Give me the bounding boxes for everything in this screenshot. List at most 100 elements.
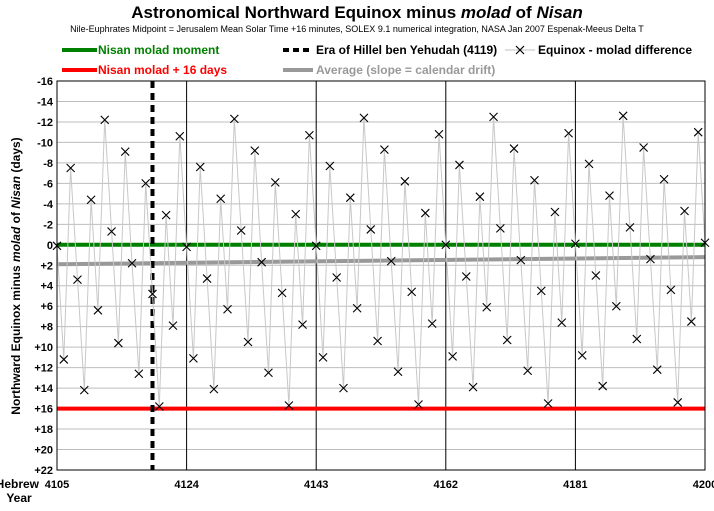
data-point-x-marker	[414, 400, 423, 409]
data-point-x-marker	[73, 275, 82, 284]
data-point-x-marker	[543, 399, 553, 408]
y-tick-label: +4	[40, 281, 53, 293]
data-point-x-marker	[223, 304, 232, 314]
data-point-x-marker	[625, 222, 635, 232]
data-point-x-marker	[591, 271, 601, 280]
legend-label-difference: Equinox - molad difference	[538, 43, 692, 57]
data-point-x-marker	[277, 288, 287, 298]
data-point-x-marker	[495, 224, 505, 233]
y-tick-label: +18	[34, 424, 53, 436]
data-point-x-marker	[120, 147, 130, 157]
data-point-x-marker	[400, 176, 410, 186]
plot-area-frame	[56, 80, 706, 471]
y-tick-label: +14	[34, 383, 54, 395]
data-point-x-marker	[100, 115, 110, 125]
data-point-x-marker	[598, 381, 608, 391]
y-tick-label: +20	[34, 445, 53, 457]
data-point-x-marker	[154, 402, 164, 411]
data-point-x-marker	[530, 175, 539, 185]
y-tick-label: +16	[34, 404, 53, 416]
data-point-x-marker	[455, 160, 464, 170]
data-point-x-marker	[195, 162, 205, 172]
data-point-x-marker	[134, 369, 144, 379]
legend-label-molad-plus16: Nisan molad + 16 days	[98, 63, 227, 77]
data-point-x-marker	[680, 206, 689, 216]
data-point-x-marker	[386, 256, 396, 266]
y-tick-label: 0	[47, 240, 53, 252]
y-tick-label: -10	[37, 137, 53, 149]
x-tick-label: 4200	[693, 479, 714, 491]
data-point-x-marker	[659, 174, 669, 184]
data-point-x-marker	[127, 258, 137, 268]
data-point-x-marker	[632, 334, 642, 344]
legend: Nisan molad moment Nisan molad + 16 days…	[62, 43, 692, 77]
legend-label-average: Average (slope = calendar drift)	[316, 63, 495, 77]
data-point-x-marker	[229, 114, 239, 124]
data-point-x-marker	[475, 192, 485, 202]
data-point-x-marker	[79, 385, 89, 395]
gridlines	[57, 80, 705, 471]
chart-subtitle: Nile-Euphrates Midpoint = Jerusalem Mean…	[70, 24, 644, 34]
data-point-x-marker	[366, 225, 376, 234]
data-point-x-marker	[564, 128, 573, 138]
data-point-x-marker	[107, 227, 116, 236]
data-point-x-marker	[523, 366, 533, 376]
data-point-x-marker	[550, 207, 560, 217]
data-point-x-marker	[482, 302, 492, 312]
data-point-x-marker	[141, 178, 151, 188]
y-tick-label: +8	[40, 322, 53, 334]
data-point-x-marker	[291, 209, 301, 219]
data-point-x-marker	[686, 317, 696, 326]
y-tick-label: -6	[43, 178, 53, 190]
y-tick-label: -12	[37, 117, 53, 129]
x-axis-title: Hebrew Year	[0, 477, 42, 505]
data-point-x-marker	[448, 351, 458, 361]
data-point-x-marker	[325, 161, 335, 171]
data-point-x-marker	[693, 127, 703, 137]
y-tick-label: -16	[37, 76, 53, 88]
data-point-x-marker	[380, 145, 389, 154]
data-point-x-marker	[161, 210, 171, 220]
y-axis-title: Northward Equinox minus molad of Nisan (…	[9, 137, 23, 414]
data-point-x-marker	[584, 159, 594, 169]
vertical-dividers	[186, 81, 576, 470]
data-point-x-marker	[332, 273, 342, 282]
data-point-x-marker	[236, 226, 246, 235]
data-point-x-marker	[284, 401, 294, 410]
data-point-x-marker	[652, 365, 662, 375]
data-point-x-marker	[489, 112, 498, 122]
data-point-x-marker	[461, 272, 471, 281]
x-tick-label: 4162	[434, 479, 458, 491]
x-tick-label: 4105	[45, 479, 69, 491]
series-difference	[52, 111, 710, 411]
data-point-x-marker	[509, 144, 519, 153]
data-point-x-marker	[209, 384, 219, 394]
data-point-x-marker	[202, 274, 212, 283]
x-tick-label: 4124	[174, 479, 199, 491]
data-point-x-marker	[611, 301, 621, 311]
legend-label-hillel-era: Era of Hillel ben Yehudah (4119)	[316, 43, 497, 57]
y-tick-label: -2	[43, 219, 53, 231]
data-point-x-marker	[66, 163, 76, 173]
data-point-x-marker	[434, 129, 444, 139]
y-tick-label: -14	[37, 96, 54, 108]
data-point-x-marker	[666, 285, 676, 295]
y-tick-label: +2	[40, 260, 53, 272]
data-point-x-marker	[86, 195, 96, 205]
data-point-x-marker	[646, 254, 655, 264]
data-point-x-marker	[345, 193, 355, 203]
data-point-x-marker	[264, 368, 273, 378]
series-line	[56, 115, 706, 407]
data-point-x-marker	[114, 338, 123, 348]
y-tick-label: +10	[34, 342, 53, 354]
data-point-x-marker	[93, 305, 103, 315]
data-point-x-marker	[618, 111, 628, 121]
data-point-x-marker	[270, 177, 280, 187]
data-point-x-marker	[536, 286, 546, 296]
data-point-x-marker	[168, 321, 178, 331]
data-point-x-marker	[359, 113, 369, 123]
data-point-x-marker	[420, 208, 430, 218]
y-tick-labels: -16 -14 -12 -10 -8 -6 -4 -2 0 +2 +4 +6 +8 +10 +12 +14 +1…	[34, 76, 54, 477]
data-point-x-marker	[318, 353, 328, 362]
